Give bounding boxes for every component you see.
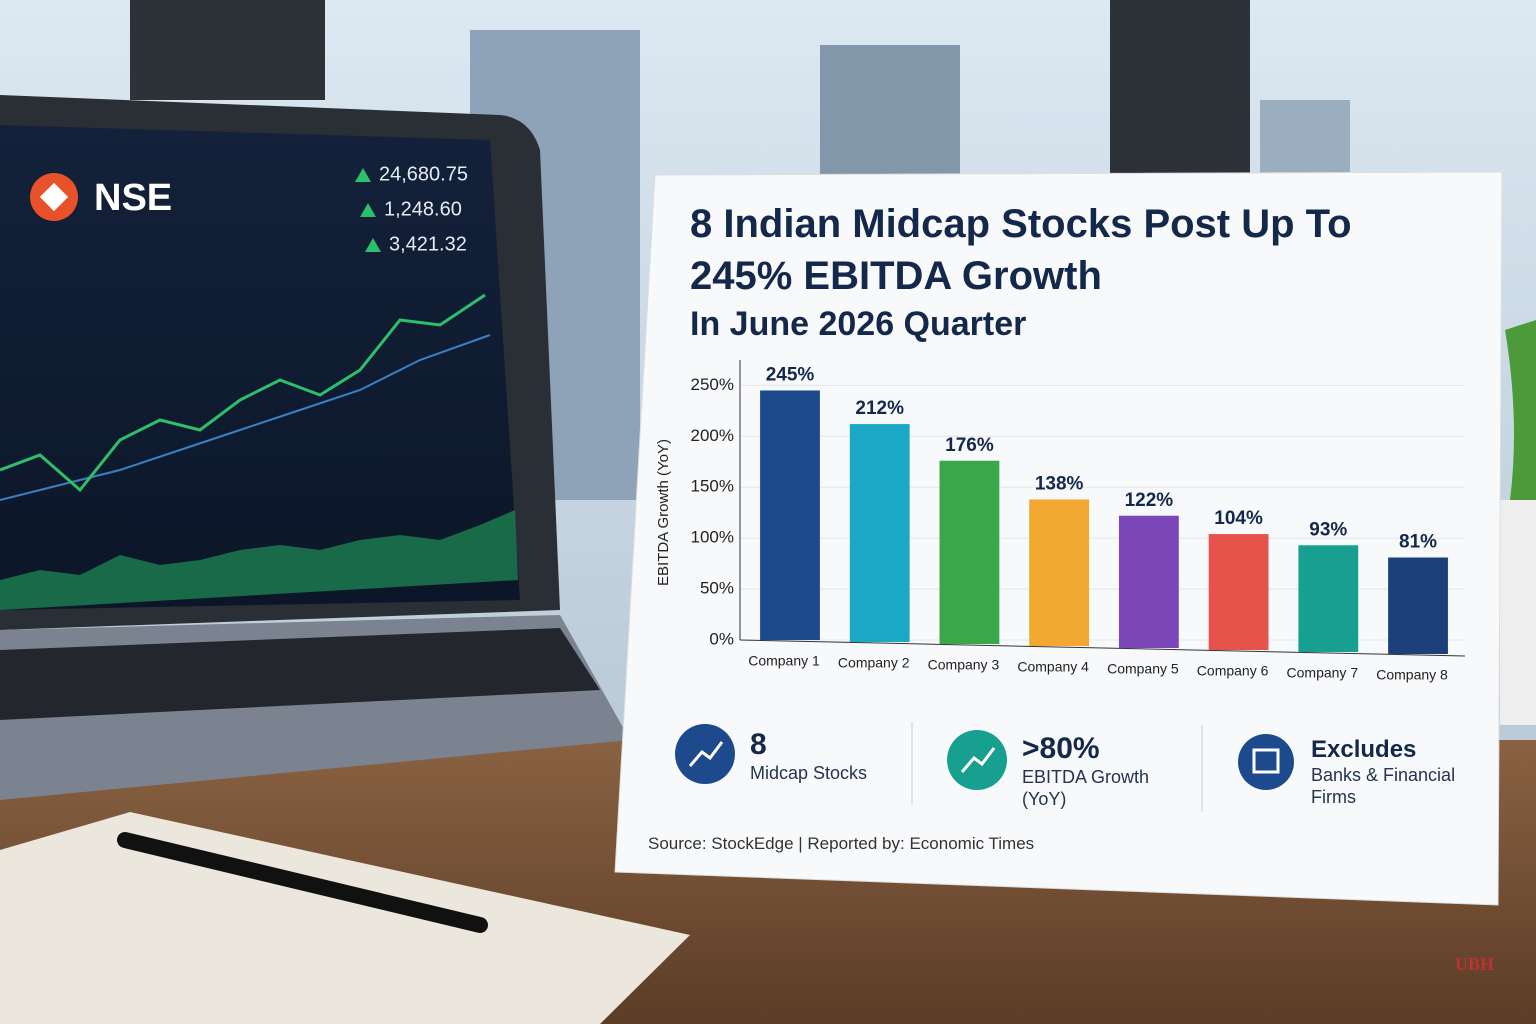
building [820, 45, 960, 185]
ticker-arrow [365, 238, 381, 252]
y-tick-label: 100% [691, 528, 734, 547]
plant [1505, 320, 1536, 500]
x-tick-label: Company 3 [928, 657, 1000, 673]
window-frame [1110, 0, 1250, 180]
value-label: 104% [1214, 508, 1263, 529]
bar [760, 390, 820, 640]
chart-subtitle: In June 2026 Quarter [690, 305, 1027, 343]
laptop-screen [0, 125, 520, 610]
keyboard [0, 628, 600, 720]
window-frame [130, 0, 325, 100]
value-label: 122% [1125, 490, 1174, 511]
value-label: 176% [945, 435, 994, 456]
stat-value: >80% [1022, 732, 1100, 765]
y-tick-label: 250% [691, 375, 734, 394]
stat-icon-glyph [1252, 748, 1280, 774]
stat: 8 Midcap Stocks [750, 728, 867, 784]
chart-title: 8 Indian Midcap Stocks Post Up To 245% E… [690, 202, 1352, 298]
value-label: 245% [766, 364, 815, 385]
plant-pot [1500, 500, 1536, 725]
source: Source: StockEdge | Reported by: Economi… [648, 834, 1035, 853]
pen [117, 832, 488, 933]
value-label: 212% [855, 398, 904, 419]
x-tick-label: Company 7 [1287, 665, 1359, 681]
ticker-arrow [355, 168, 371, 182]
x-tick-label: Company 6 [1197, 663, 1269, 679]
ticker-value: 1,248.60 [384, 198, 462, 220]
y-tick-label: 150% [691, 477, 734, 496]
bar [1208, 534, 1269, 650]
screen-volume [0, 510, 518, 610]
ticker-value: 3,421.32 [389, 233, 467, 255]
x-tick-label: Company 1 [748, 653, 820, 669]
stat-label: Midcap Stocks [750, 763, 868, 783]
stat-label: Banks & Financial Firms [1311, 765, 1456, 807]
x-tick-label: Company 8 [1376, 667, 1448, 683]
stat-icon-glyph [688, 741, 724, 767]
screen-candles [0, 293, 486, 493]
value-label: 93% [1309, 519, 1347, 540]
y-tick-label: 50% [700, 579, 734, 598]
stat: Excludes Banks & Financial Firms [1311, 736, 1461, 808]
value-label: 81% [1399, 532, 1437, 553]
x-axis [739, 639, 1466, 657]
stat-value: Excludes [1311, 736, 1417, 763]
x-tick-label: Company 4 [1017, 659, 1089, 675]
bar [1029, 499, 1090, 646]
ticker-arrow [360, 203, 376, 217]
stat-icon-glyph [960, 747, 996, 773]
y-tick-label: 200% [691, 426, 734, 445]
y-tick-label: 0% [709, 629, 734, 648]
stat-icon [1238, 734, 1294, 790]
bar [1388, 557, 1448, 654]
x-tick-label: Company 2 [838, 655, 910, 671]
ticker-value: 24,680.75 [379, 163, 468, 185]
bar [939, 460, 1000, 644]
building [1260, 100, 1350, 180]
bar [849, 424, 910, 642]
x-tick-label: Company 5 [1107, 661, 1179, 677]
value-label: 138% [1035, 473, 1084, 494]
stat-label: EBITDA Growth (YoY) [1022, 767, 1150, 809]
bar [1118, 515, 1179, 648]
watermark: UBH [1455, 954, 1495, 974]
stat: >80% EBITDA Growth (YoY) [1022, 732, 1162, 810]
nse-label: NSE [94, 177, 172, 219]
y-axis-label: EBITDA Growth (YoY) [655, 439, 672, 586]
screen-line [0, 334, 491, 501]
bar [1298, 545, 1359, 652]
stat-value: 8 [750, 728, 767, 761]
notebook [0, 812, 690, 1024]
